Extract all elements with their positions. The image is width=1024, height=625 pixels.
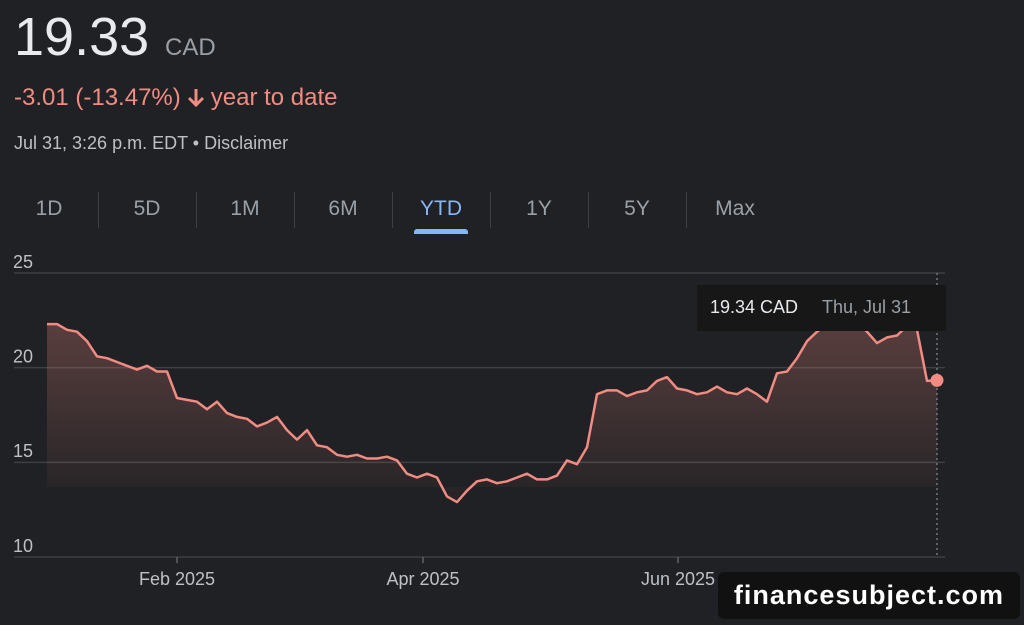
range-tab[interactable]: 5D: [98, 188, 196, 234]
y-tick-label: 20: [13, 346, 33, 366]
disclaimer[interactable]: Disclaimer: [204, 133, 289, 153]
timestamp: Jul 31, 3:26 p.m. EDT: [14, 133, 188, 153]
tooltip-value: 19.34 CAD: [710, 297, 798, 317]
change: -3.01 (-13.47%): [14, 84, 181, 111]
range-tab[interactable]: 1M: [196, 188, 294, 234]
down-arrow: [187, 89, 204, 108]
range-tab[interactable]: 6M: [294, 188, 392, 234]
range-tab[interactable]: Max: [686, 188, 784, 234]
range-tabs: 1D 5D 1M 6M YTD 1Y 5Y Max: [0, 188, 790, 234]
area: [47, 318, 937, 503]
separator: •: [192, 133, 200, 153]
x-tick-label: Apr 2025: [386, 569, 459, 589]
x-tick-label: Jun 2025: [641, 569, 715, 589]
price-line: [47, 317, 938, 504]
range-tab[interactable]: 1D: [35, 197, 63, 220]
range-tab[interactable]: 5Y: [588, 188, 686, 234]
tooltip-date: Thu, Jul 31: [822, 297, 911, 317]
last-point: [930, 373, 944, 387]
price: 19.33: [14, 7, 150, 67]
x-tick-label: Feb 2025: [139, 569, 215, 589]
range-tab[interactable]: 1Y: [490, 188, 588, 234]
range-tab[interactable]: YTD: [392, 188, 490, 234]
period: year to date: [210, 84, 338, 111]
tooltip-box: [697, 285, 946, 331]
timestamp-row: Jul 31, 3:26 p.m. EDT • Disclaimer: [14, 133, 288, 154]
y-tick-label: 15: [13, 441, 33, 461]
y-tick-label: 25: [13, 252, 33, 272]
currency: CAD: [165, 34, 216, 61]
change-row: -3.01 (-13.47%) year to date: [14, 84, 338, 112]
watermark: financesubject.com: [717, 572, 1020, 619]
y-tick-label: 10: [13, 536, 33, 556]
